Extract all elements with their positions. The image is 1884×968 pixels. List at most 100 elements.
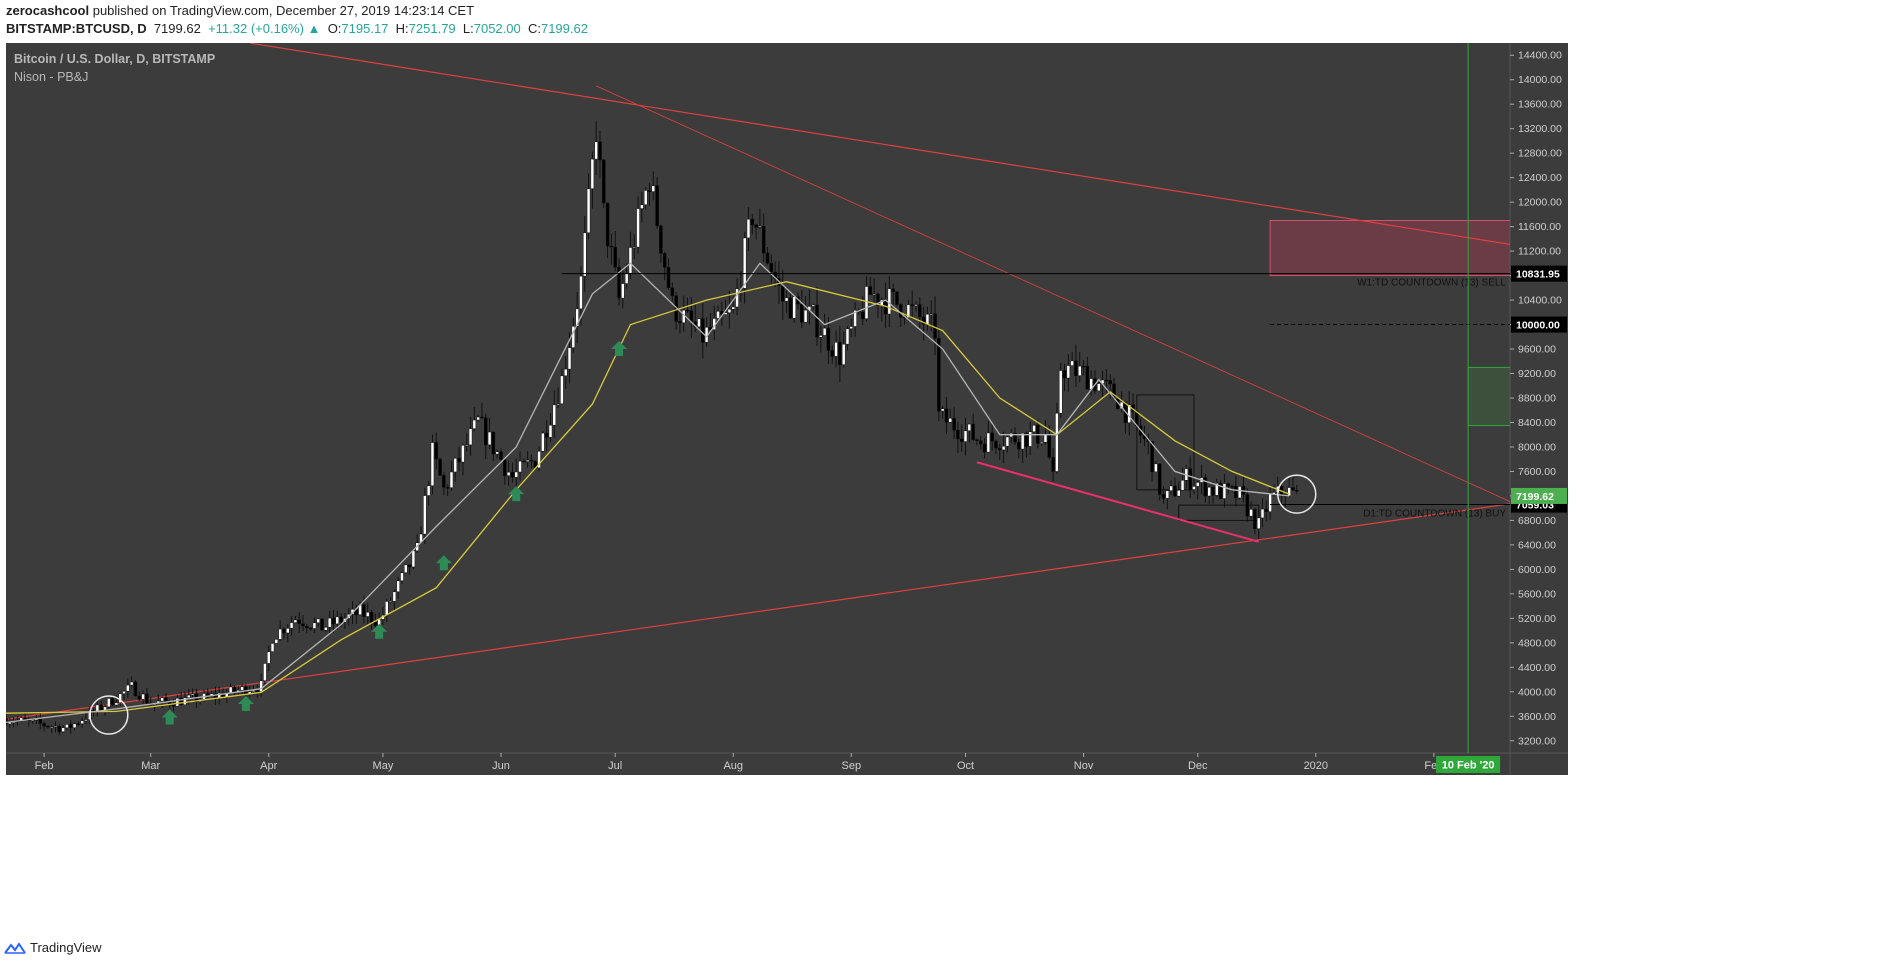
candle-body (160, 697, 164, 702)
trendline-descending[interactable] (596, 85, 1514, 503)
candle-body (503, 459, 507, 476)
candle-body (567, 347, 572, 370)
candle-body (107, 698, 111, 708)
y-tick-label: 4800.00 (1518, 637, 1556, 649)
candle-body (967, 423, 972, 432)
candle-body (845, 328, 850, 345)
candle-body (183, 697, 187, 705)
candle-body (560, 375, 564, 405)
candle-body (575, 308, 579, 327)
price-axis[interactable] (1510, 43, 1568, 775)
candle-body (925, 313, 930, 325)
candle-body (122, 691, 126, 694)
candle-body (640, 204, 644, 209)
current-price-badge: 7199.62 (1511, 487, 1567, 504)
box-outline[interactable] (1136, 394, 1195, 491)
candle-body (461, 445, 465, 463)
candle-body (110, 698, 115, 706)
high-value: 7251.79 (408, 21, 456, 36)
candle-body (1032, 424, 1036, 433)
candle-body (758, 226, 762, 228)
candle-body (746, 218, 751, 239)
candle-body (594, 141, 598, 160)
price-chart[interactable]: 3200.00 3600.00 4000.00 4400.00 4800.00 5200.… (0, 43, 1884, 935)
brand-name: TradingView (30, 940, 102, 955)
candle-body (986, 432, 991, 453)
y-tick-label: 3200.00 (1518, 735, 1556, 747)
candle-body (255, 690, 260, 692)
candle-body (868, 286, 873, 295)
candle-body (1245, 494, 1250, 517)
candle-body (362, 604, 366, 617)
footer-brand[interactable]: TradingView (4, 940, 102, 955)
candle-body (956, 430, 960, 440)
open-value: 7195.17 (341, 21, 389, 36)
candle-body (586, 188, 591, 234)
candle-body (141, 693, 145, 700)
y-tick-label: 5200.00 (1518, 613, 1556, 625)
candle-body (1165, 490, 1170, 499)
x-tick-label: Dec (1188, 760, 1208, 772)
svg-text:10 Feb '20: 10 Feb '20 (1442, 760, 1495, 772)
candle-body (1161, 494, 1166, 499)
candle-body (1237, 486, 1242, 499)
candle-body (1203, 477, 1208, 497)
candle-body (1020, 432, 1025, 450)
level-badge: 10831.95 (1511, 265, 1567, 282)
trendline-support[interactable] (6, 503, 1514, 720)
y-tick-label: 3600.00 (1518, 711, 1556, 723)
last-price: 7199.62 (153, 21, 201, 36)
candle-body (1211, 486, 1215, 496)
candle-body (1024, 432, 1029, 447)
candle-body (1074, 360, 1078, 376)
ma-slow-line[interactable] (6, 281, 1290, 714)
highlight-circle[interactable] (1277, 474, 1317, 514)
candle-body (1081, 365, 1086, 368)
candle-body (1157, 463, 1162, 495)
candle-body (735, 288, 739, 308)
author-name[interactable]: zerocashcool (6, 3, 90, 18)
plot-area[interactable] (6, 43, 1510, 753)
candle-body (1287, 487, 1291, 497)
candle-body (959, 438, 964, 442)
candle-body (65, 724, 69, 729)
time-axis[interactable] (6, 753, 1510, 775)
candle-body (1196, 482, 1200, 487)
candle-body (308, 627, 313, 630)
candle-body (179, 697, 183, 705)
candle-body (1176, 490, 1181, 497)
candle-body (891, 288, 895, 292)
candle-body (685, 309, 690, 312)
close-label: C: (527, 21, 541, 36)
high-label: H: (395, 21, 409, 36)
candle-body (1291, 487, 1295, 491)
box-target-zone[interactable] (1269, 220, 1514, 277)
candle-body (46, 725, 50, 728)
candle-body (849, 326, 854, 329)
x-tick-label: Sep (841, 760, 861, 772)
candle-body (998, 447, 1002, 451)
signal-arrow-up-icon (508, 486, 525, 502)
candle-body (324, 627, 328, 631)
candle-body (1169, 485, 1173, 491)
candle-body (1264, 508, 1269, 512)
candle-body (1017, 441, 1021, 450)
box-projection[interactable] (1467, 366, 1514, 427)
candle-body (701, 318, 705, 343)
candle-body (697, 318, 701, 328)
candle-body (365, 611, 370, 617)
candle-body (651, 185, 656, 192)
candle-body (1055, 412, 1059, 472)
candle-body (929, 313, 933, 316)
candle-body (1192, 486, 1196, 490)
indicator-label[interactable]: Nison - PB&J (14, 70, 89, 84)
candle-body (647, 190, 652, 192)
low-label: L: (462, 21, 474, 36)
y-tick-label: 5600.00 (1518, 588, 1556, 600)
ma-fast-line[interactable] (6, 262, 1290, 724)
candle-body (914, 304, 918, 307)
highlight-circle[interactable] (89, 695, 129, 735)
trendline-wedge[interactable] (976, 461, 1259, 543)
candle-body (1253, 509, 1257, 529)
trendline-resistance[interactable] (249, 43, 1514, 245)
